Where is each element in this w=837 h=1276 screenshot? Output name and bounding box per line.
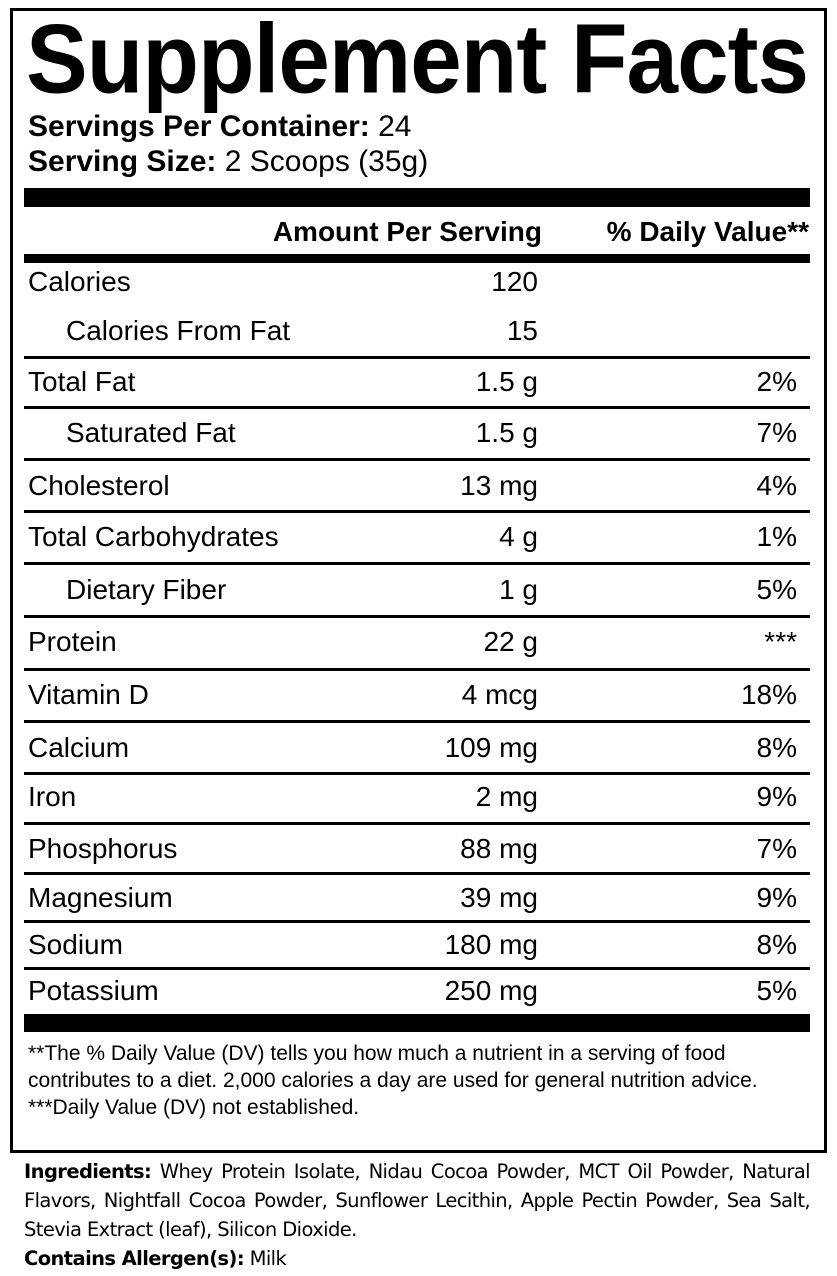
row-divider (24, 406, 810, 409)
nutrient-name: Magnesium (28, 882, 173, 913)
dv-header: % Daily Value** (606, 216, 809, 247)
ingredients-section: Ingredients: Whey Protein Isolate, Nidau… (24, 1157, 811, 1273)
nutrient-amount: 4 mcg (461, 679, 538, 710)
row-divider (24, 356, 810, 359)
nutrient-dv: 4% (756, 470, 797, 501)
dv-footnote: **The % Daily Value (DV) tells you how m… (28, 1042, 758, 1092)
thick-divider-bottom (24, 1014, 810, 1032)
nutrient-name: Sodium (28, 929, 123, 960)
nutrient-dv: 8% (756, 732, 797, 763)
nutrient-name: Vitamin D (28, 679, 149, 710)
nutrient-dv: 9% (756, 882, 797, 913)
nutrient-name: Total Carbohydrates (28, 521, 279, 552)
nutrient-dv: 9% (756, 781, 797, 812)
nutrient-dv: *** (764, 626, 797, 657)
row-divider (24, 668, 810, 671)
medium-divider (24, 254, 810, 263)
nutrient-dv: 1% (756, 521, 797, 552)
nutrient-amount: 88 mg (460, 833, 538, 864)
servings-value: 24 (378, 110, 412, 143)
row-divider (24, 615, 810, 618)
nutrient-name: Phosphorus (28, 833, 178, 864)
nutrient-amount: 109 mg (444, 732, 538, 763)
servings-label: Servings Per Container: (28, 110, 370, 143)
servings-per-container: Servings Per Container: 24 (28, 110, 411, 144)
nutrient-name: Cholesterol (28, 470, 170, 501)
nutrient-name: Iron (28, 781, 77, 812)
not-established-footnote: ***Daily Value (DV) not established. (28, 1096, 360, 1119)
nutrient-dv: 2% (756, 366, 797, 397)
nutrient-dv: 5% (756, 574, 797, 605)
nutrient-name: Calories (28, 266, 131, 297)
nutrient-amount: 1 g (499, 574, 538, 605)
allergens-value: Milk (249, 1247, 287, 1270)
nutrient-amount: 4 g (499, 521, 538, 552)
ingredients-text: Whey Protein Isolate, Nidau Cocoa Powder… (24, 1160, 811, 1241)
serving-size-value: 2 Scoops (35g) (224, 145, 429, 178)
row-divider (24, 822, 810, 825)
row-divider (24, 562, 810, 565)
nutrient-amount: 250 mg (444, 975, 538, 1006)
nutrient-name: Total Fat (28, 366, 136, 397)
nutrient-amount: 120 (491, 266, 538, 297)
amount-header: Amount Per Serving (272, 216, 542, 247)
nutrient-name: Calcium (28, 732, 130, 763)
row-divider (24, 510, 810, 513)
nutrient-name: Potassium (28, 975, 159, 1006)
nutrient-name: Dietary Fiber (66, 574, 227, 605)
row-divider (24, 967, 810, 970)
row-divider (24, 872, 810, 875)
footnotes: **The % Daily Value (DV) tells you how m… (28, 1040, 808, 1121)
nutrient-name: Protein (28, 626, 117, 657)
row-divider (24, 772, 810, 775)
nutrient-dv: 5% (756, 975, 797, 1006)
thick-divider (24, 188, 810, 207)
nutrient-dv: 18% (740, 679, 797, 710)
nutrient-amount: 180 mg (444, 929, 538, 960)
ingredients-label: Ingredients: (24, 1160, 152, 1183)
nutrient-name: Calories From Fat (66, 315, 291, 346)
row-divider (24, 920, 810, 923)
nutrient-amount: 1.5 g (475, 417, 538, 448)
nutrient-amount: 2 mg (475, 781, 538, 812)
nutrient-amount: 22 g (483, 626, 539, 657)
nutrient-amount: 1.5 g (475, 366, 538, 397)
nutrient-name: Saturated Fat (66, 417, 236, 448)
nutrient-amount: 15 (506, 315, 538, 346)
nutrient-amount: 13 mg (460, 470, 538, 501)
supplement-facts-panel (10, 8, 827, 1153)
serving-size-label: Serving Size: (28, 145, 217, 178)
serving-size: Serving Size: 2 Scoops (35g) (28, 145, 428, 179)
panel-title: Supplement Facts (26, 5, 809, 115)
nutrient-amount: 39 mg (460, 882, 538, 913)
row-divider (24, 458, 810, 461)
row-divider (24, 720, 810, 723)
nutrient-dv: 7% (756, 417, 797, 448)
nutrient-dv: 7% (756, 833, 797, 864)
allergens-label: Contains Allergen(s): (24, 1247, 245, 1270)
nutrient-dv: 8% (756, 929, 797, 960)
